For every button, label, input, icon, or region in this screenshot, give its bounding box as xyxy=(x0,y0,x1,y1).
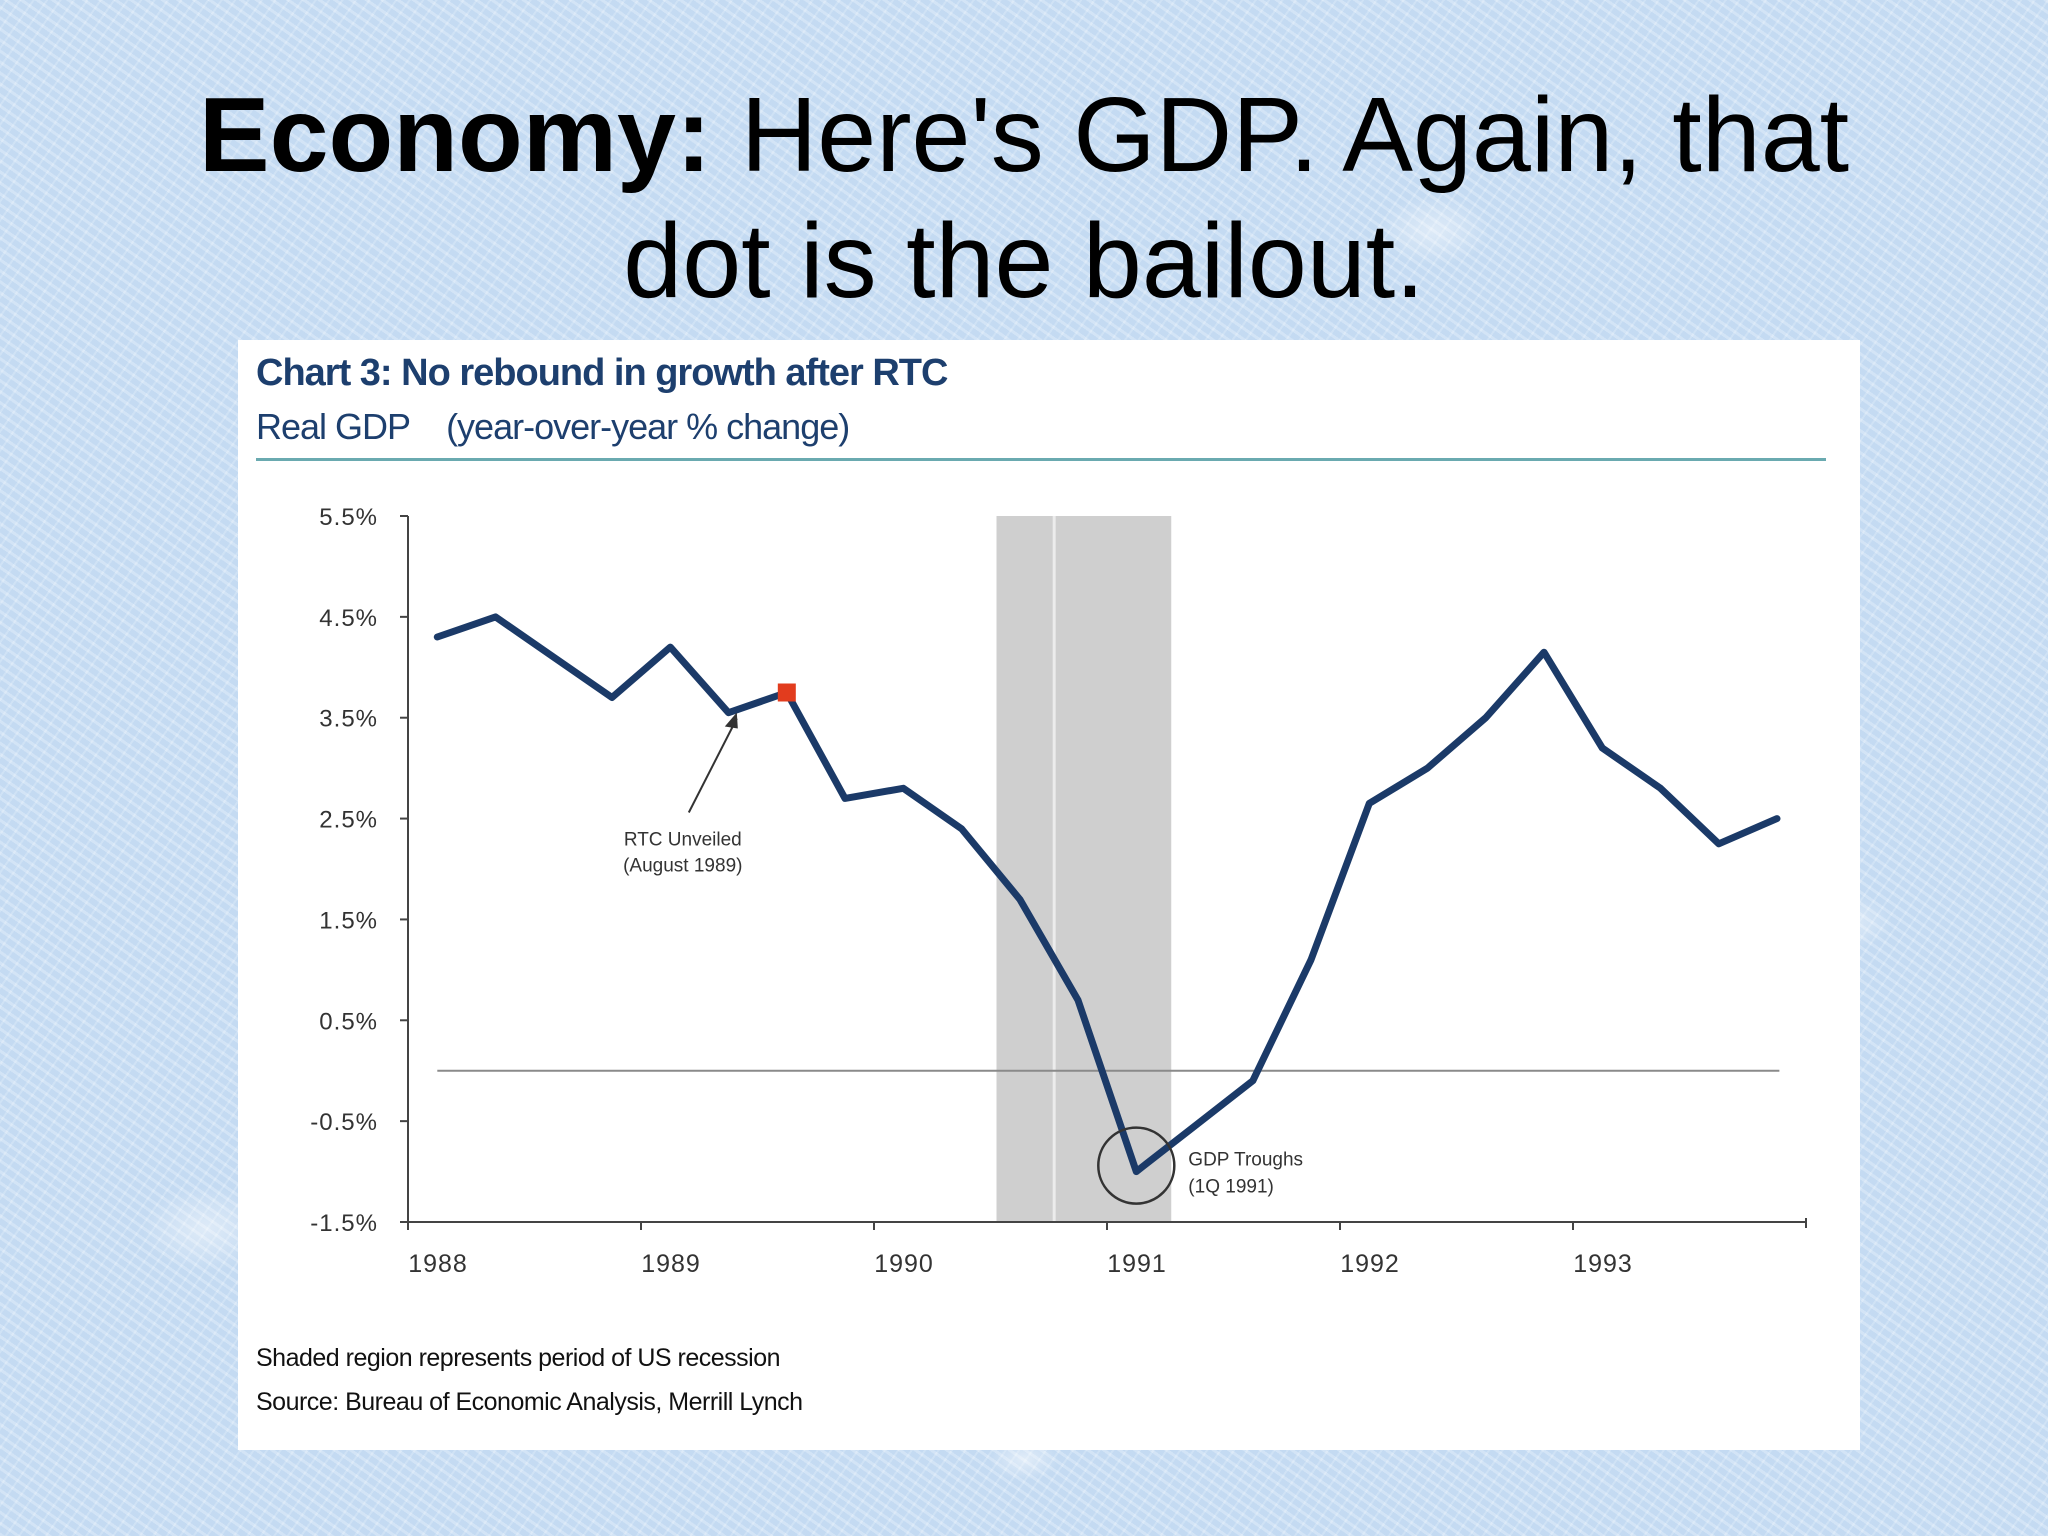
slide-title: Economy: Here's GDP. Again, that dot is … xyxy=(0,72,2048,324)
slide-title-rest: Here's GDP. Again, that xyxy=(740,76,1850,194)
y-tick-label: 5.5% xyxy=(319,504,378,531)
slide-title-line-1: Economy: Here's GDP. Again, that xyxy=(0,72,2048,198)
y-tick-label: -1.5% xyxy=(310,1210,378,1237)
chart-subtitle-unit: (year-over-year % change) xyxy=(446,406,850,447)
rtc-annotation-line-2: (August 1989) xyxy=(623,856,742,877)
chart-panel: Chart 3: No rebound in growth after RTC … xyxy=(238,340,1860,1450)
rtc-arrow-head xyxy=(724,712,738,729)
y-tick-label: 0.5% xyxy=(319,1008,378,1035)
x-tick-label: 1993 xyxy=(1573,1250,1633,1278)
footnote-recession: Shaded region represents period of US re… xyxy=(256,1344,781,1372)
trough-annotation-line-1: GDP Troughs xyxy=(1188,1150,1303,1171)
footnote-source: Source: Bureau of Economic Analysis, Mer… xyxy=(256,1388,803,1416)
gdp-series-line xyxy=(433,613,1781,1176)
y-tick-label: 3.5% xyxy=(319,706,378,733)
chart-subtitle-label: Real GDP xyxy=(256,406,411,447)
trough-annotation-line-2: (1Q 1991) xyxy=(1188,1177,1274,1198)
y-tick-label: 4.5% xyxy=(319,605,378,632)
recession-band xyxy=(996,516,1172,1222)
x-tick-label: 1992 xyxy=(1340,1250,1400,1278)
heading-rule xyxy=(256,458,1826,461)
rtc-annotation-line-1: RTC Unveiled xyxy=(624,830,742,851)
y-tick-label: 1.5% xyxy=(319,907,378,934)
x-tick-label: 1989 xyxy=(641,1250,701,1278)
y-tick-label: 2.5% xyxy=(319,807,378,834)
trough-circle xyxy=(1097,1126,1176,1205)
chart-subtitle: Real GDP (year-over-year % change) xyxy=(256,406,850,448)
rtc-highlight-marker xyxy=(777,683,796,702)
chart-title: Chart 3: No rebound in growth after RTC xyxy=(256,352,948,394)
rtc-arrow-line xyxy=(687,718,738,813)
slide-title-bold: Economy: xyxy=(198,76,712,194)
slide-title-line-2: dot is the bailout. xyxy=(623,202,1425,320)
gdp-line-chart: 5.5% 4.5% 3.5% 2.5% 1.5% 0.5% -0.5% -1.5% 1988 19… xyxy=(310,504,1807,1278)
x-tick-label: 1988 xyxy=(408,1250,468,1278)
y-tick-label: -0.5% xyxy=(310,1109,378,1136)
x-tick-label: 1991 xyxy=(1107,1250,1167,1278)
x-tick-label: 1990 xyxy=(874,1250,934,1278)
